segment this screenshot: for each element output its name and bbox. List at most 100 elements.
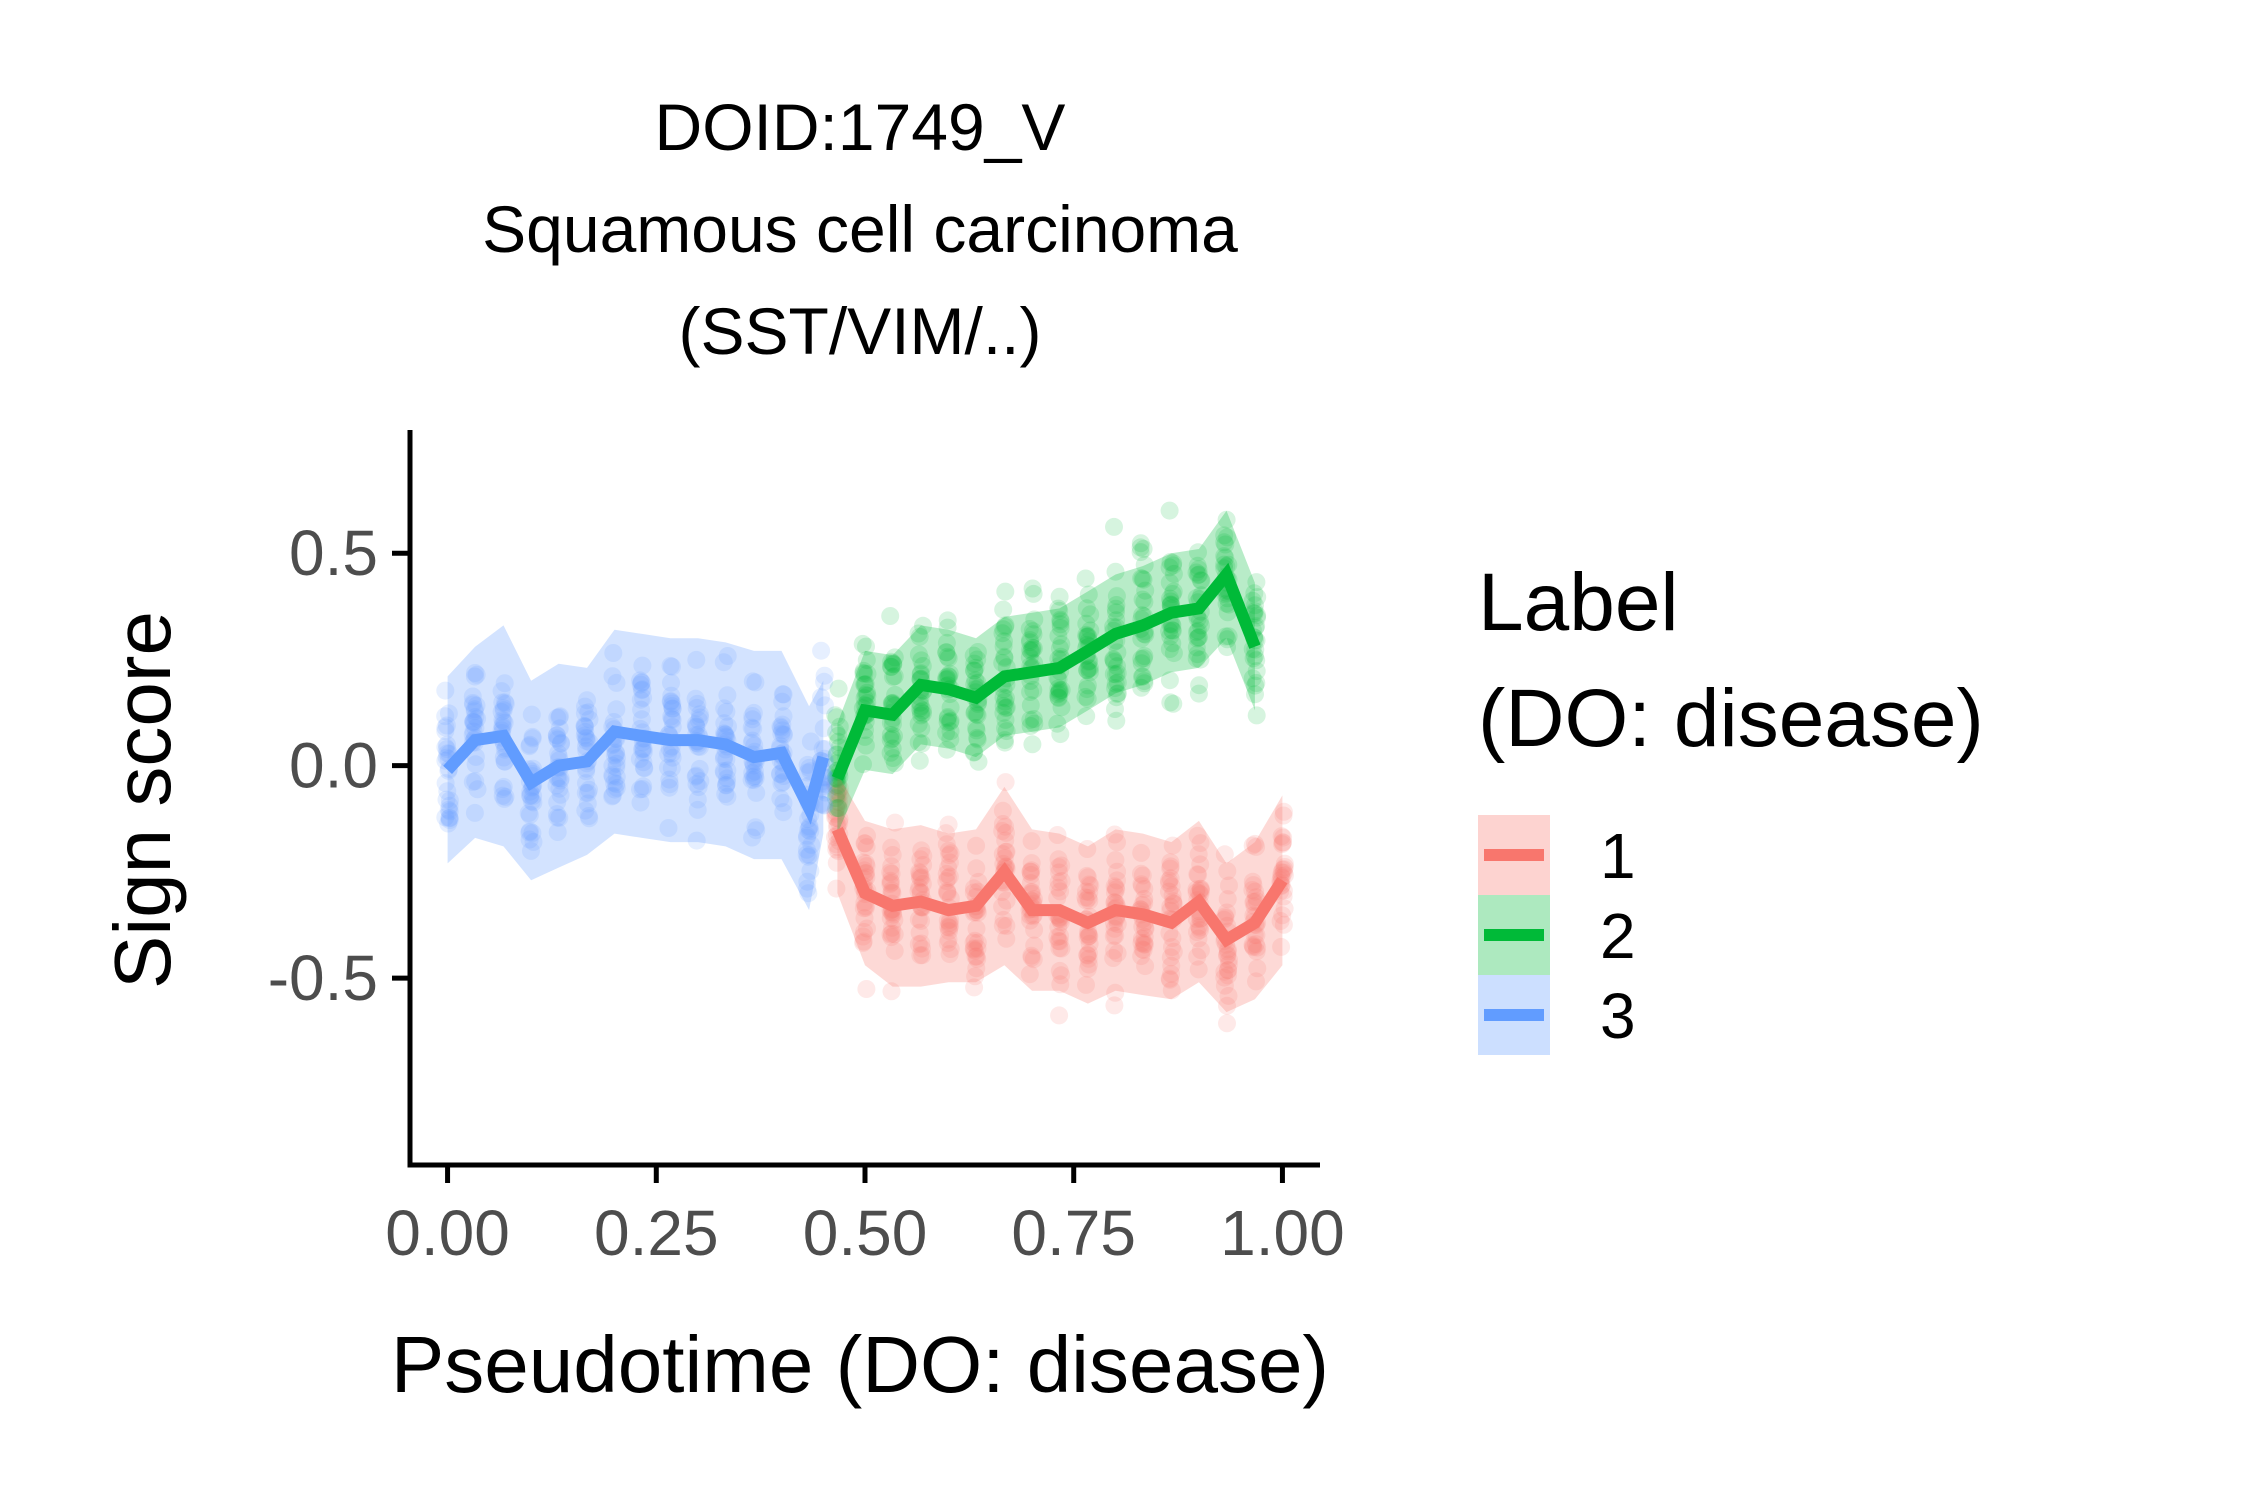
series-1-point: [1271, 912, 1290, 930]
series-1-point: [940, 853, 959, 872]
series-3-point: [604, 644, 623, 662]
series-2-point: [1108, 673, 1127, 692]
series-2-point: [1192, 571, 1211, 590]
series-1-point: [940, 922, 958, 941]
series-2-point: [938, 708, 957, 726]
series-3-point: [660, 770, 679, 789]
series-3-point: [550, 808, 569, 827]
series-1-point: [1247, 942, 1266, 961]
series-1-point: [909, 910, 928, 929]
series-3-point: [632, 673, 651, 692]
series-1-point: [997, 929, 1016, 948]
series-2-point: [939, 649, 958, 668]
series-2-point: [1105, 517, 1123, 536]
series-1-point: [1273, 906, 1292, 925]
series-3-point: [773, 715, 792, 734]
series-2-point: [968, 706, 987, 725]
series-2-point: [1108, 684, 1127, 703]
series-2-point: [1132, 569, 1151, 588]
series-1-point: [1246, 882, 1265, 901]
series-1-point: [1162, 964, 1181, 983]
series-3-ribbon: [447, 625, 824, 911]
series-3-point: [687, 718, 706, 737]
series-2-point: [1080, 663, 1099, 682]
series-1-point: [937, 824, 955, 843]
legend-title-line-1: Label: [1478, 557, 1679, 648]
series-2-point: [857, 651, 876, 670]
series-1-point: [1218, 1014, 1236, 1033]
series-1-point: [1245, 834, 1264, 853]
series-3-point: [630, 750, 649, 768]
x-tick-label: 0.50: [803, 1197, 928, 1269]
series-2-point: [941, 711, 960, 730]
series-2-point: [941, 698, 960, 717]
series-1-point: [940, 945, 959, 964]
series-3-point: [772, 724, 791, 743]
series-3-point: [631, 675, 650, 694]
series-2-point: [883, 739, 902, 758]
series-2-point: [1020, 620, 1039, 638]
series-3-point: [801, 861, 820, 880]
series-3-point: [743, 828, 762, 847]
series-2-point: [914, 616, 932, 635]
series-1-point: [857, 980, 876, 998]
series-3-point: [494, 701, 513, 720]
series-1-point: [1132, 843, 1151, 862]
series-2-point: [1245, 584, 1264, 603]
series-3-point: [771, 717, 790, 736]
series-1-point: [968, 939, 987, 958]
series-2-point: [995, 632, 1013, 651]
series-1-point: [882, 924, 901, 943]
series-1-point: [941, 940, 960, 958]
series-1-point: [1132, 947, 1151, 966]
series-2-point: [856, 686, 875, 705]
series-1-point: [883, 846, 902, 864]
series-1-point: [964, 939, 983, 958]
series-1-point: [1164, 894, 1183, 913]
series-1-point: [829, 783, 848, 802]
series-1-point: [1108, 944, 1127, 963]
series-3-line: [443, 725, 830, 825]
series-1-point: [1080, 883, 1099, 902]
series-3-point: [438, 782, 457, 801]
series-3-point: [436, 707, 455, 726]
series-3-point: [603, 787, 622, 806]
series-2-point: [1108, 657, 1126, 676]
series-2-point: [997, 689, 1015, 708]
legend-key-1: 1: [1478, 815, 1636, 895]
series-2-point: [828, 777, 847, 796]
series-2-point: [910, 699, 929, 718]
series-1-point: [1216, 907, 1235, 926]
series-3-point: [686, 689, 705, 708]
series-3-point: [663, 710, 682, 729]
series-1-point: [1077, 891, 1096, 910]
series-2-point: [1108, 684, 1127, 703]
series-1-point: [1049, 878, 1068, 897]
series-1-point: [830, 814, 849, 832]
series-1-point: [967, 959, 986, 978]
series-3-point: [634, 777, 653, 796]
series-1-point: [1243, 935, 1262, 954]
series-2-point: [885, 727, 903, 746]
series-1-point: [909, 935, 928, 954]
series-3-point: [436, 718, 455, 737]
series-2-point: [1024, 584, 1043, 603]
series-1-point: [1025, 920, 1044, 939]
series-3-point: [436, 808, 455, 827]
series-1-point: [1080, 926, 1099, 945]
series-1-point: [994, 910, 1013, 929]
series-2-point: [1163, 634, 1182, 653]
series-2-point: [938, 647, 957, 666]
series-2-point: [884, 655, 903, 674]
series-1-point: [1215, 976, 1234, 995]
series-2-point: [1020, 648, 1039, 667]
series-1-point: [1191, 921, 1209, 940]
series-3-point: [772, 718, 791, 737]
series-2-point: [1081, 605, 1100, 624]
series-2-point: [937, 643, 956, 662]
series-1-point: [1022, 854, 1041, 873]
series-2-point: [1079, 659, 1098, 678]
series-1-ribbon: [837, 774, 1283, 1013]
series-1-point: [1133, 940, 1152, 959]
series-3-point: [662, 686, 681, 705]
